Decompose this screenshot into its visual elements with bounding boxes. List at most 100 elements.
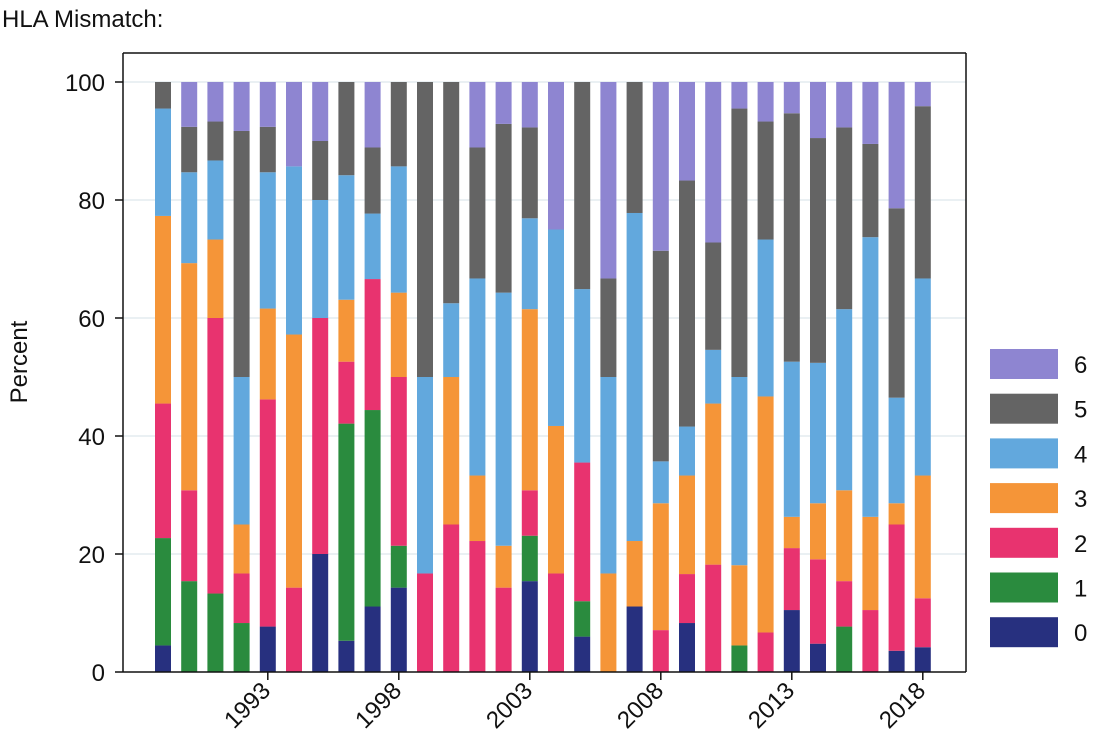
bar-segment-2013-s4: [783, 361, 800, 517]
bar-segment-2014-s2: [810, 559, 826, 644]
legend-swatch: [990, 438, 1058, 469]
bar-segment-2000-s5: [443, 82, 460, 304]
bar-segment-2010-s6: [705, 82, 722, 243]
bar-segment-2011-s1: [731, 645, 748, 672]
bar-segment-2003-s0: [521, 581, 538, 672]
bar-segment-2005-s0: [574, 636, 591, 672]
bar-segment-2003-s4: [521, 218, 538, 310]
bar-segment-2015-s1: [836, 626, 853, 672]
bar-segment-2016-s6: [862, 82, 879, 144]
bar-segment-2008-s5: [652, 250, 669, 462]
bar-segment-2018-s6: [914, 82, 931, 107]
bar-segment-2008-s6: [652, 82, 669, 251]
bar-segment-2015-s6: [836, 82, 853, 128]
bar-stack-2000: [443, 82, 460, 672]
bar-segment-2009-s6: [679, 82, 695, 181]
bar-stack-2015: [836, 82, 853, 672]
bar-stack-2012: [757, 82, 774, 672]
bar-segment-1997-s0: [364, 606, 381, 672]
bar-segment-1994-s4: [286, 166, 302, 335]
bar-segment-2012-s4: [757, 239, 774, 397]
bar-segment-1991-s2: [207, 318, 224, 594]
bar-segment-2013-s3: [783, 516, 800, 549]
x-tick-label: 2018: [874, 677, 931, 734]
bar-segment-1991-s6: [207, 82, 224, 122]
bar-segment-1999-s4: [417, 377, 433, 574]
bar-segment-1992-s4: [233, 377, 250, 525]
legend-label: 2: [1074, 531, 1087, 558]
bar-segment-2011-s4: [731, 377, 748, 566]
legend-item-3: 3: [990, 483, 1087, 514]
bar-stack-2001: [469, 82, 486, 672]
legend-label: 4: [1074, 441, 1087, 468]
bar-segment-2000-s2: [443, 524, 460, 672]
bar-stack-1990: [181, 82, 198, 672]
bar-segment-2011-s5: [731, 108, 748, 378]
x-tick-label: 2003: [481, 677, 538, 734]
bar-segment-1990-s1: [181, 581, 198, 672]
bar-segment-2017-s3: [888, 503, 905, 525]
bar-segment-1997-s1: [364, 410, 381, 607]
bar-segment-2002-s2: [495, 587, 512, 672]
bar-segment-2001-s2: [469, 541, 486, 672]
bar-segment-2001-s5: [469, 147, 486, 279]
legend-swatch: [990, 572, 1058, 603]
bar-segment-1990-s5: [181, 126, 198, 173]
bar-stack-2016: [862, 82, 879, 672]
bar-segment-2004-s3: [548, 425, 564, 574]
bar-segment-2016-s5: [862, 143, 879, 238]
bar-segment-2003-s3: [521, 309, 538, 491]
bar-stack-1999: [417, 82, 433, 672]
bar-segment-2004-s4: [548, 229, 564, 426]
bar-segment-1989-s1: [155, 538, 171, 646]
bar-segment-1993-s5: [259, 126, 276, 173]
bar-segment-1997-s2: [364, 279, 381, 411]
bar-segment-1994-s2: [286, 587, 302, 672]
legend: 6 5 4 3 2 1 0: [990, 349, 1087, 648]
y-tick-label: 0: [92, 660, 105, 687]
bar-segment-2017-s2: [888, 524, 905, 651]
bar-segment-1997-s5: [364, 147, 381, 214]
legend-label: 6: [1074, 352, 1087, 379]
bar-segment-1997-s6: [364, 82, 381, 148]
bar-segment-2004-s6: [548, 82, 564, 230]
bar-segment-1996-s5: [338, 82, 355, 176]
bar-segment-1998-s2: [390, 377, 407, 546]
bar-segment-2009-s5: [679, 180, 695, 427]
bar-stack-2010: [705, 82, 722, 672]
x-tick-label: 2013: [743, 677, 800, 734]
legend-item-5: 5: [990, 393, 1087, 424]
bar-segment-1989-s4: [155, 108, 171, 216]
bar-segment-2007-s5: [626, 82, 643, 213]
bar-segment-2006-s4: [600, 377, 617, 574]
bar-segment-1995-s0: [312, 554, 329, 672]
bar-segment-2003-s2: [521, 490, 538, 536]
bar-stack-2002: [495, 82, 512, 672]
bar-segment-1998-s5: [390, 82, 407, 167]
bar-segment-1997-s4: [364, 213, 381, 280]
bar-stack-1996: [338, 82, 355, 672]
legend-swatch: [990, 393, 1058, 424]
bar-segment-1989-s0: [155, 645, 171, 672]
bar-segment-2018-s3: [914, 475, 931, 599]
bar-segment-1992-s1: [233, 623, 250, 672]
bar-segment-1993-s4: [259, 172, 276, 309]
bar-segment-2016-s4: [862, 237, 879, 517]
bar-segment-1998-s0: [390, 587, 407, 672]
bar-segment-1993-s3: [259, 308, 276, 400]
bar-segment-2014-s0: [810, 643, 826, 672]
bar-segment-1991-s5: [207, 121, 224, 161]
bar-segment-2013-s5: [783, 113, 800, 362]
bar-segment-1999-s2: [417, 573, 433, 672]
bar-segment-1994-s3: [286, 334, 302, 588]
bar-segment-2012-s6: [757, 82, 774, 122]
bar-segment-1996-s3: [338, 299, 355, 362]
axes: [122, 52, 967, 673]
bar-segment-1996-s0: [338, 640, 355, 672]
bar-segment-2005-s4: [574, 289, 591, 463]
bar-segment-2004-s2: [548, 573, 564, 672]
bar-stack-1998: [390, 82, 407, 672]
legend-item-1: 1: [990, 572, 1087, 603]
bar-segment-1995-s6: [312, 82, 329, 141]
